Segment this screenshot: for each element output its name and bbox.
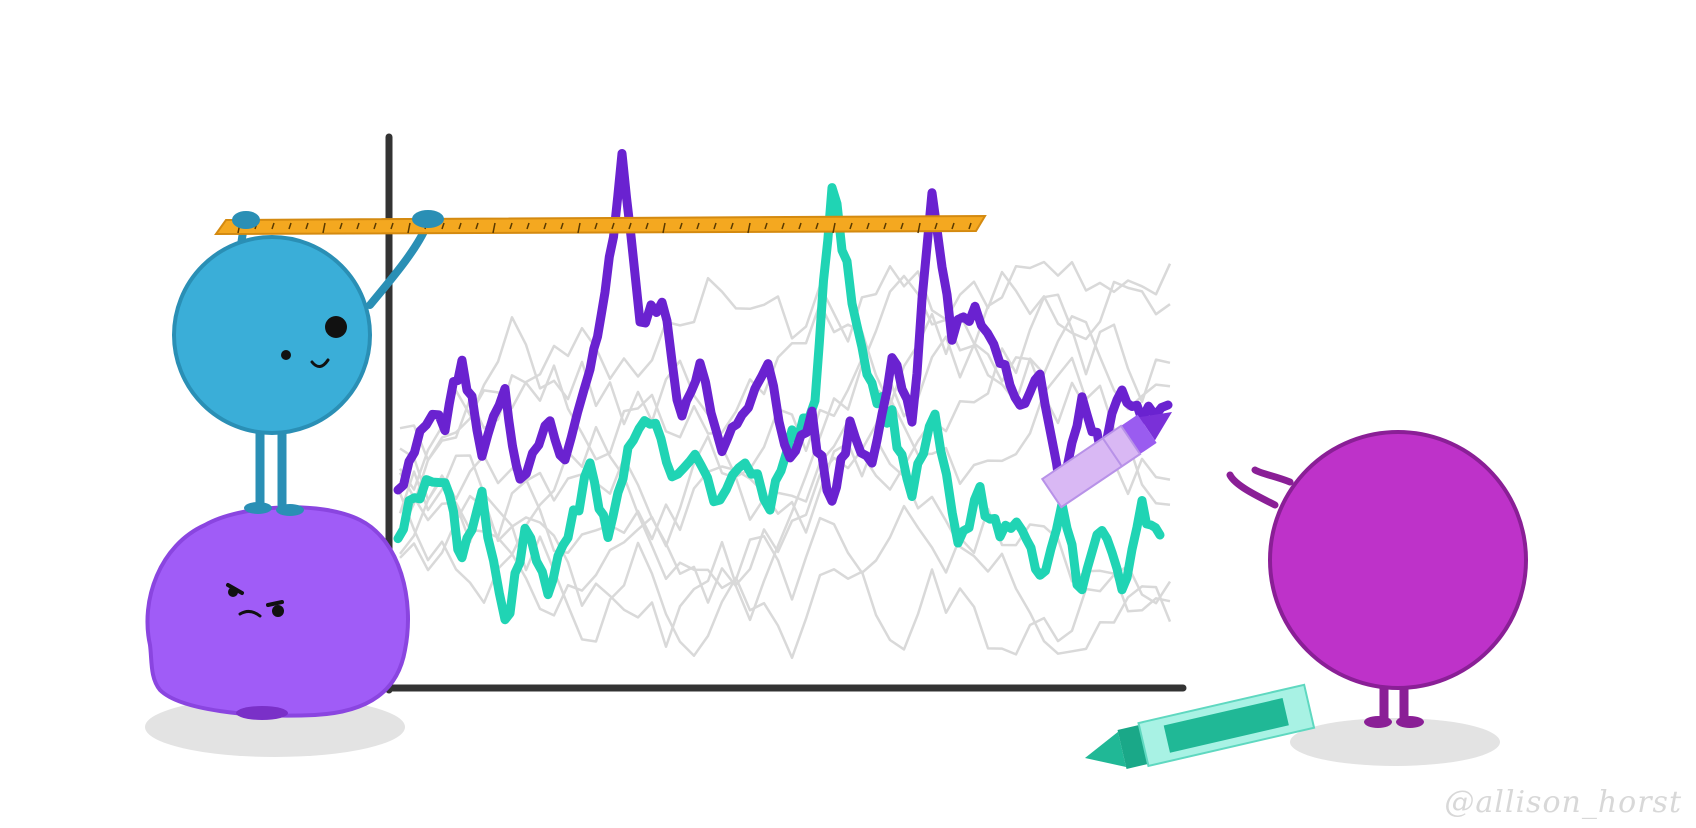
gray-line [398,425,1171,613]
lavender-monster [145,505,410,720]
purple-line [393,149,1173,506]
gray-line [398,454,1172,660]
shadow-right [1290,718,1500,766]
teal-crayon [1085,683,1316,769]
ruler [214,210,987,236]
blue-monster [172,218,432,516]
gray-line [399,293,1171,617]
magenta-monster [1226,430,1528,728]
gray-line [399,437,1172,655]
teal-line [393,183,1165,625]
gray-line [398,260,1172,491]
gray-line [398,270,1171,622]
purple-crayon [1040,412,1172,509]
artist-signature: @allison_horst [1444,785,1682,820]
